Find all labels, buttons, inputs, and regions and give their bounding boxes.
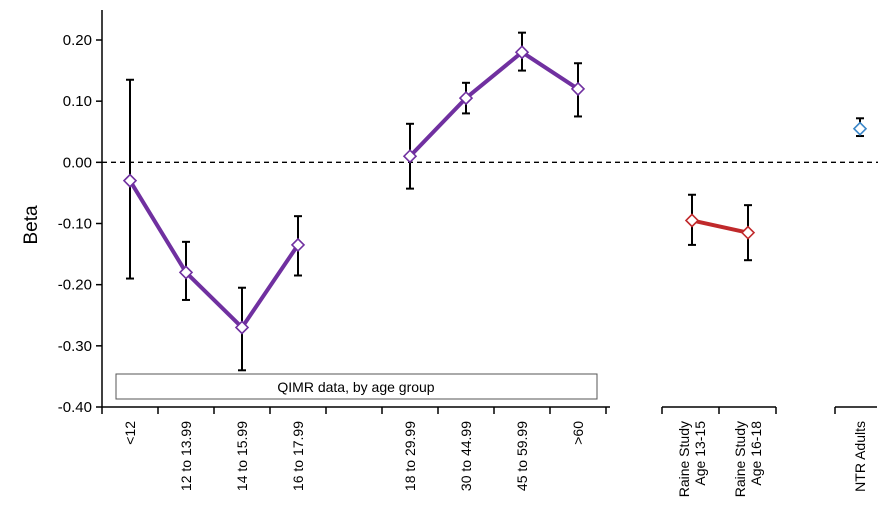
y-axis-label: Beta	[21, 205, 42, 245]
data-point	[514, 45, 530, 60]
x-tick-label-line: 16 to 17.99	[290, 421, 306, 491]
data-point	[122, 173, 138, 188]
data-point	[684, 213, 700, 228]
data-point	[458, 90, 474, 106]
x-tick-label-line: >60	[570, 421, 586, 445]
x-tick-label-line: <12	[122, 421, 138, 445]
x-tick-label-line: Age 13-15	[692, 421, 708, 486]
x-tick-label: NTR Adults	[852, 421, 868, 492]
data-point	[852, 121, 868, 136]
series-raine	[684, 193, 756, 262]
x-tick-label: 18 to 29.99	[402, 421, 418, 491]
series-line	[691, 218, 749, 235]
series-ntr	[852, 117, 868, 138]
y-tick-label: -0.10	[58, 216, 92, 233]
x-tick-label-line: NTR Adults	[852, 421, 868, 492]
group-label: QIMR data, by age group	[277, 379, 434, 395]
series-line	[128, 179, 300, 330]
x-tick-label: Raine Study Age 13-15	[676, 421, 708, 497]
y-tick-label: 0.00	[63, 154, 92, 171]
y-tick-label: 0.20	[63, 32, 92, 49]
data-point	[178, 265, 194, 280]
data-point	[290, 237, 306, 253]
y-axis: 0.20 0.10 0.00 -0.10 -0.20 -0.30 -0.40	[58, 10, 878, 416]
data-point	[570, 81, 586, 97]
x-tick-label-line: 45 to 59.99	[514, 421, 530, 491]
x-tick-label-line: 30 to 44.99	[458, 421, 474, 491]
series-line	[408, 50, 580, 158]
group-label-box	[115, 373, 598, 400]
data-point	[234, 320, 250, 335]
x-tick-label-line: Raine Study	[732, 421, 748, 497]
series: QIMR data, by age group	[115, 31, 868, 400]
x-tick-label: <12	[122, 421, 138, 445]
x-tick-label-line: 14 to 15.99	[234, 421, 250, 491]
x-tick-label-line: 12 to 13.99	[178, 421, 194, 491]
x-tick-label-line: 18 to 29.99	[402, 421, 418, 491]
x-axis: <12 12 to 13.99 14 to 15.99 16 to 17.99 18 t…	[101, 406, 877, 497]
x-tick-label-line: Age 16-18	[748, 421, 764, 486]
x-tick-label: Raine Study Age 16-18	[732, 421, 764, 497]
x-tick-label: 12 to 13.99	[178, 421, 194, 491]
x-tick-label-line: Raine Study	[676, 421, 692, 497]
x-tick-label: >60	[570, 421, 586, 445]
series-qimr-adult	[402, 31, 586, 190]
series-qimr	[122, 78, 306, 372]
data-point	[402, 149, 418, 164]
x-tick-label: 45 to 59.99	[514, 421, 530, 491]
y-tick-label: -0.30	[58, 338, 92, 355]
x-tick-label: 16 to 17.99	[290, 421, 306, 491]
data-point	[740, 225, 756, 240]
y-tick-label: 0.10	[63, 93, 92, 110]
x-tick-label: 14 to 15.99	[234, 421, 250, 491]
x-tick-label: 30 to 44.99	[458, 421, 474, 491]
y-tick-label: -0.20	[58, 277, 92, 294]
y-tick-label: -0.40	[58, 399, 92, 416]
